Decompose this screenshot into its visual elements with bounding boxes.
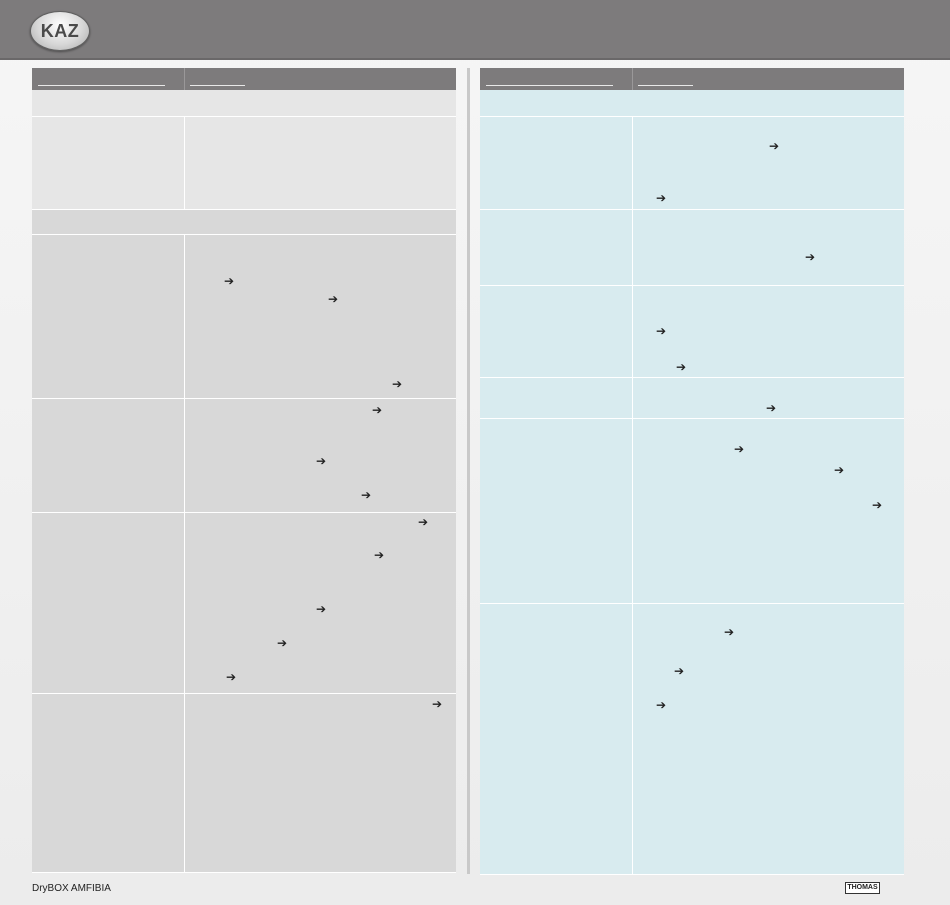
table-row [480, 117, 904, 210]
right-arrow-icon: ➔ [656, 191, 667, 205]
table-row [480, 210, 904, 286]
section-row [480, 90, 904, 117]
column-divider [467, 68, 470, 874]
table-row [480, 604, 904, 875]
right-arrow-icon: ➔ [277, 636, 288, 650]
right-arrow-icon: ➔ [656, 698, 667, 712]
column-line [632, 378, 633, 418]
right-arrow-icon: ➔ [316, 602, 327, 616]
right-arrow-icon: ➔ [724, 625, 735, 639]
column-line [184, 235, 185, 398]
section-row [32, 210, 456, 235]
column-line [632, 117, 633, 209]
right-arrow-icon: ➔ [676, 360, 687, 374]
table-row [32, 235, 456, 399]
right-arrow-icon: ➔ [805, 250, 816, 264]
right-arrow-icon: ➔ [432, 697, 443, 711]
table-row [32, 513, 456, 694]
column-line [632, 419, 633, 603]
column-line [184, 399, 185, 512]
right-arrow-icon: ➔ [418, 515, 429, 529]
product-name: DryBOX AMFIBIA [32, 883, 111, 894]
column-line [632, 210, 633, 285]
table-row [480, 419, 904, 604]
right-arrow-icon: ➔ [656, 324, 667, 338]
right-arrow-icon: ➔ [316, 454, 327, 468]
header-separator [184, 68, 185, 90]
left-table-header [32, 68, 456, 90]
header-line [486, 85, 613, 86]
right-arrow-icon: ➔ [734, 442, 745, 456]
page-header: KAZ [0, 0, 950, 60]
kaz-logo: KAZ [30, 11, 90, 51]
thomas-logo: THOMAS [845, 882, 880, 894]
right-arrow-icon: ➔ [328, 292, 339, 306]
logo-text: KAZ [40, 21, 80, 41]
table-row [480, 378, 904, 419]
column-line [184, 513, 185, 693]
right-arrow-icon: ➔ [872, 498, 883, 512]
right-arrow-icon: ➔ [361, 488, 372, 502]
right-arrow-icon: ➔ [674, 664, 685, 678]
column-line [632, 604, 633, 874]
right-arrow-icon: ➔ [372, 403, 383, 417]
header-separator [632, 68, 633, 90]
right-arrow-icon: ➔ [226, 670, 237, 684]
right-arrow-icon: ➔ [766, 401, 777, 415]
table-row [32, 694, 456, 873]
header-line [38, 85, 165, 86]
column-line [184, 117, 185, 209]
right-table-header [480, 68, 904, 90]
header-line [638, 85, 693, 86]
right-arrow-icon: ➔ [224, 274, 235, 288]
right-arrow-icon: ➔ [392, 377, 403, 391]
right-arrow-icon: ➔ [374, 548, 385, 562]
right-arrow-icon: ➔ [834, 463, 845, 477]
column-line [632, 286, 633, 377]
table-row [32, 399, 456, 513]
right-arrow-icon: ➔ [769, 139, 780, 153]
table-row: ➔ [32, 117, 456, 234]
section-row [32, 90, 456, 117]
header-line [190, 85, 245, 86]
column-line [184, 694, 185, 872]
table-row [480, 286, 904, 378]
